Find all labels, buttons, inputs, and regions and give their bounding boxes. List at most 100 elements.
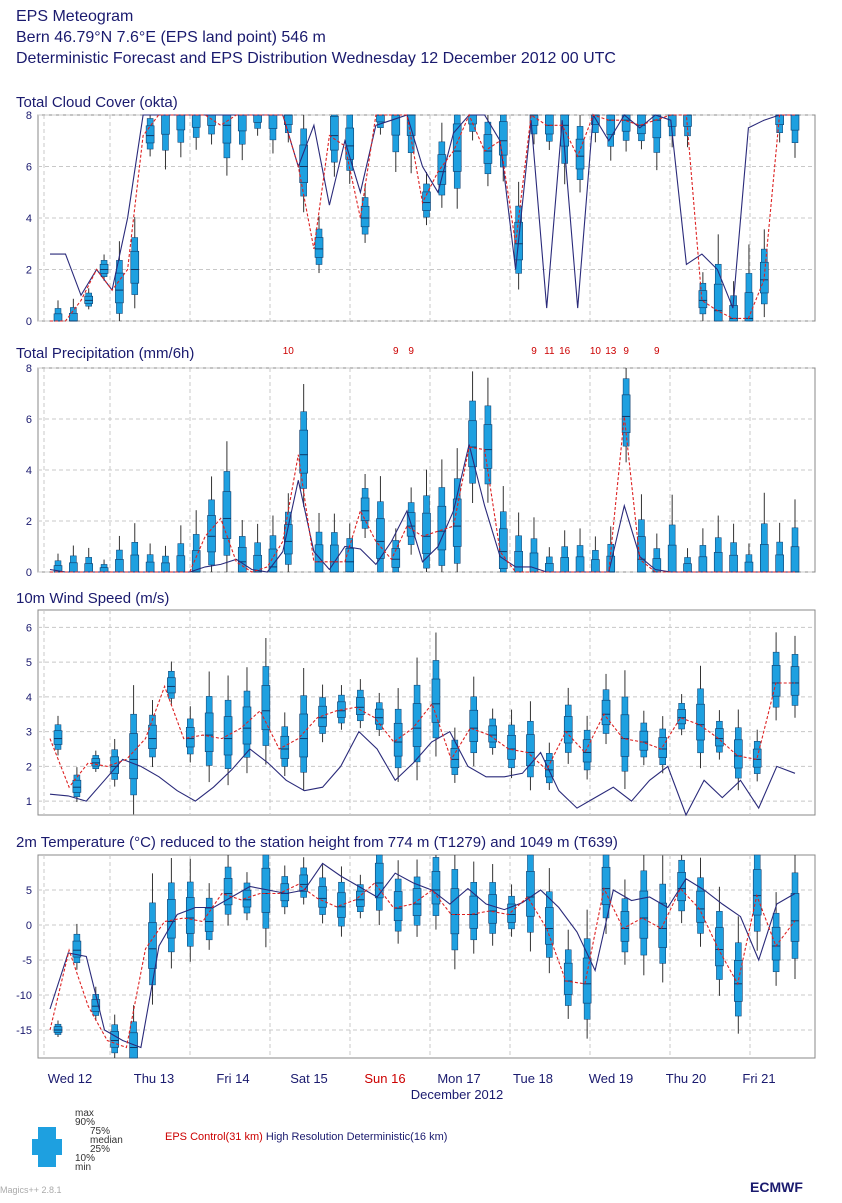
box-body [575, 556, 585, 573]
x-tick-label: Thu 20 [666, 1071, 706, 1086]
box-body [734, 739, 743, 769]
box-body [242, 706, 252, 745]
box-body [280, 735, 290, 759]
box-body [545, 563, 554, 573]
box-body [374, 862, 384, 899]
box-body [268, 114, 278, 129]
box-body [715, 728, 724, 747]
x-tick-label: Mon 17 [437, 1071, 480, 1086]
box-body [469, 709, 479, 742]
control-line [50, 416, 795, 573]
y-tick-label: 4 [26, 692, 32, 704]
legend-max: max [75, 1108, 94, 1119]
box-body [667, 544, 677, 573]
box-body [431, 871, 441, 905]
legend-control-label: EPS Control(31 km) [165, 1131, 263, 1143]
box-body [314, 237, 324, 258]
legend-75: 75% [90, 1126, 111, 1137]
box-body [771, 665, 781, 697]
box-body [452, 498, 462, 547]
box-body [422, 512, 431, 554]
box-body [412, 888, 422, 916]
box-body [734, 960, 743, 1002]
box-body [658, 737, 668, 758]
box-body [204, 907, 214, 932]
panel-title: 10m Wind Speed (m/s) [16, 590, 169, 607]
subtitle-line: Deterministic Forecast and EPS Distribut… [16, 50, 616, 67]
box-body [360, 497, 370, 521]
overflow-label: 10 [590, 346, 602, 357]
legend-10: 10% [75, 1153, 96, 1164]
box-body [99, 567, 109, 573]
box-body [775, 554, 784, 573]
box-body [253, 114, 262, 123]
x-tick-label: Thu 13 [134, 1071, 174, 1086]
overflow-label: 9 [393, 346, 399, 357]
box-body [360, 205, 370, 228]
box-body [683, 563, 692, 573]
box-body [498, 121, 508, 156]
box-body [185, 897, 195, 934]
box-body [207, 114, 216, 126]
panel-frame [37, 609, 816, 816]
box-body [242, 889, 252, 908]
box-body [345, 548, 355, 573]
box-body [161, 562, 170, 573]
header: EPS Meteogram Bern 46.79°N 7.6°E (EPS la… [16, 6, 616, 69]
box-body [790, 666, 800, 696]
y-tick-label: 0 [26, 567, 32, 579]
box-body [148, 724, 157, 749]
box-body [268, 548, 278, 573]
box-body [729, 554, 738, 573]
box-body [620, 714, 630, 757]
legend-90: 90% [75, 1117, 96, 1128]
box-body [545, 907, 554, 945]
software-credit: Magics++ 2.8.1 [0, 1185, 62, 1195]
box-body [204, 712, 214, 752]
y-tick-label: 8 [26, 363, 32, 375]
box-body [130, 554, 140, 573]
control-line [49, 882, 796, 1049]
x-axis-month-label: December 2012 [411, 1087, 504, 1102]
panel-title: 2m Temperature (°C) reduced to the stati… [16, 834, 618, 851]
box-body [222, 114, 232, 144]
page-title: EPS Meteogram [16, 8, 134, 25]
x-tick-label: Fri 14 [216, 1071, 249, 1086]
box-body [713, 283, 723, 322]
box-body [637, 536, 646, 573]
x-axis: Wed 12 Thu 13 Fri 14 Sat 15 Sun 16 Mon 17 Tue … [48, 1071, 776, 1102]
box-body [526, 734, 535, 767]
box-body [498, 528, 508, 569]
box-body [696, 890, 705, 923]
box-body [376, 114, 385, 123]
box-body [167, 677, 176, 694]
box-body [84, 563, 94, 573]
box-body [53, 730, 63, 745]
box-body [145, 125, 155, 144]
box-body [698, 556, 708, 573]
x-tick-label: Sat 15 [290, 1071, 328, 1086]
box-body [299, 429, 308, 474]
y-tick-label: 5 [26, 657, 32, 669]
box-body [483, 424, 493, 469]
box-body [99, 263, 109, 274]
box-body [790, 114, 800, 131]
box-body [148, 922, 157, 969]
y-tick-label: -15 [16, 1025, 32, 1037]
legend-series: EPS Control(31 km) High Resolution Deter… [165, 1131, 447, 1143]
box-body [526, 871, 535, 917]
box-body [91, 999, 101, 1012]
box-body [488, 725, 497, 743]
overflow-label: 10 [283, 346, 295, 357]
box-body [715, 927, 724, 967]
x-tick-label: Sun 16 [364, 1071, 405, 1086]
box-body [376, 518, 385, 559]
box-body [69, 562, 78, 573]
box-body [437, 154, 447, 185]
box-body [69, 312, 78, 322]
box-body [514, 551, 523, 573]
box-body [575, 138, 585, 170]
box-body [790, 546, 800, 573]
box-body [591, 559, 600, 573]
